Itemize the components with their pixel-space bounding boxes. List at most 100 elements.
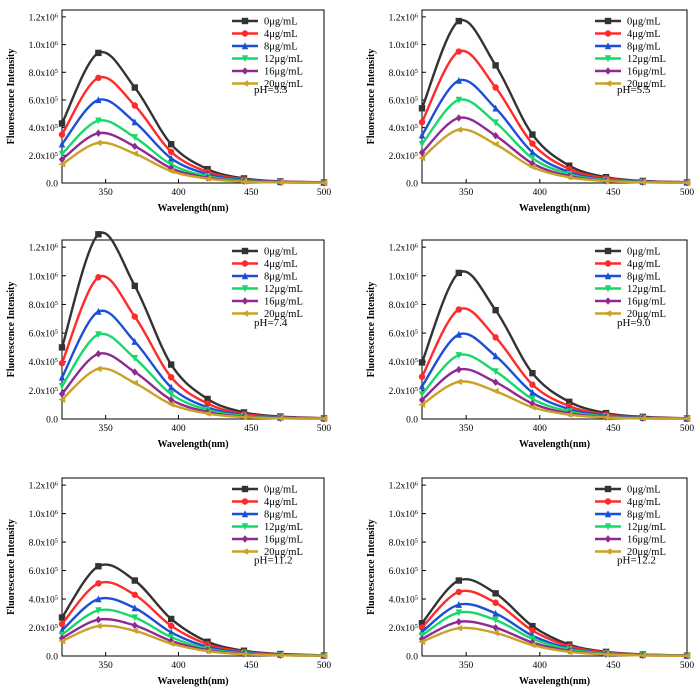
data-point	[131, 142, 138, 151]
legend-label: 4μg/mL	[627, 497, 661, 508]
data-point	[95, 307, 102, 315]
legend-marker	[241, 67, 249, 75]
data-point	[95, 231, 102, 238]
legend-label: 12μg/mL	[627, 284, 666, 295]
legend-marker	[604, 310, 612, 317]
x-tick-label: 400	[533, 424, 548, 434]
plot-frame	[421, 239, 688, 420]
data-point	[58, 155, 66, 164]
legend-label: 20μg/mL	[264, 79, 303, 90]
data-point	[95, 96, 102, 104]
y-tick-label: 2.0x105	[389, 385, 418, 397]
data-point	[58, 344, 66, 351]
data-point	[167, 167, 175, 175]
data-point	[58, 396, 66, 403]
data-point	[95, 74, 102, 82]
data-point	[131, 282, 138, 290]
data-point	[240, 414, 248, 421]
legend-marker	[241, 260, 249, 267]
data-point	[455, 577, 463, 584]
data-point	[455, 625, 463, 632]
legend-label: 4μg/mL	[264, 29, 298, 40]
chart-panel: 0.0 2.0x105 4.0x105 6.0x105 8.0x105 1.0x106 1.…	[366, 239, 695, 450]
x-tick-label: 400	[171, 661, 186, 671]
data-point	[131, 621, 138, 630]
y-tick-label: 1.0x106	[389, 271, 419, 283]
data-point	[58, 131, 66, 138]
legend-label: 0μg/mL	[627, 247, 661, 258]
x-tick-label: 400	[171, 424, 186, 434]
data-point	[167, 390, 175, 398]
data-point	[418, 396, 426, 404]
data-point	[167, 622, 175, 630]
data-point	[492, 62, 499, 69]
y-tick-label: 4.0x105	[29, 594, 58, 606]
legend-label: 8μg/mL	[627, 510, 661, 521]
legend-label: 12μg/mL	[264, 522, 303, 533]
y-tick-label: 4.0x105	[29, 357, 58, 369]
y-tick-label: 4.0x105	[389, 357, 418, 369]
series-line	[61, 119, 325, 184]
legend-marker	[604, 535, 612, 543]
data-point	[94, 139, 102, 147]
data-point	[455, 76, 463, 84]
data-point	[58, 120, 66, 127]
legend-marker	[604, 485, 612, 493]
data-point	[95, 129, 102, 137]
plot-frame	[61, 239, 325, 420]
data-point	[167, 396, 175, 404]
data-point	[418, 382, 426, 390]
data-point	[529, 388, 536, 396]
data-point	[528, 641, 536, 649]
legend-marker	[241, 485, 249, 493]
legend-box	[591, 242, 681, 321]
legend-label: 0μg/mL	[264, 17, 298, 28]
y-tick-label: 1.0x106	[389, 509, 419, 521]
data-point	[529, 369, 536, 377]
legend-marker	[241, 247, 249, 255]
series-line	[61, 367, 325, 420]
series-line	[61, 352, 325, 420]
data-point	[418, 154, 426, 162]
data-point	[492, 368, 499, 376]
x-axis-title: Wavelength(nm)	[157, 203, 228, 214]
y-tick-label: 1.2x106	[29, 480, 59, 492]
data-point	[167, 640, 175, 647]
y-tick-label: 0.0	[406, 180, 418, 190]
x-tick-label: 500	[680, 424, 695, 434]
legend-label: 0μg/mL	[264, 247, 298, 258]
data-point	[58, 140, 66, 148]
y-tick-label: 0.0	[406, 416, 418, 426]
data-point	[131, 591, 138, 598]
plot-frame	[421, 477, 688, 657]
y-tick-label: 8.0x105	[389, 537, 418, 549]
data-point	[683, 179, 691, 186]
y-tick-label: 1.0x106	[29, 509, 59, 521]
data-point	[131, 368, 138, 376]
ph-annotation: pH=11.2	[254, 554, 293, 566]
y-tick-label: 1.0x106	[29, 271, 59, 283]
data-point	[320, 652, 328, 659]
chart-panel: 0.0 2.0x105 4.0x105 6.0x105 8.0x105 1.0x106 1.…	[366, 9, 694, 214]
y-tick-label: 8.0x105	[389, 299, 418, 311]
x-tick-label: 350	[459, 188, 474, 198]
legend-marker	[241, 523, 249, 531]
data-point	[492, 131, 499, 140]
data-point	[455, 352, 463, 359]
x-tick-label: 500	[317, 424, 332, 434]
data-point	[58, 637, 66, 645]
series-line	[61, 624, 325, 657]
data-point	[95, 563, 102, 570]
data-point	[492, 616, 499, 624]
y-tick-label: 1.2x106	[389, 480, 419, 492]
legend-box	[228, 12, 318, 91]
y-tick-label: 8.0x105	[389, 67, 418, 79]
y-tick-label: 2.0x105	[29, 623, 58, 635]
data-point	[131, 102, 138, 109]
data-point	[492, 378, 499, 386]
data-point	[565, 411, 573, 418]
legend-marker	[241, 510, 249, 518]
data-point	[167, 154, 175, 162]
data-point	[455, 96, 463, 104]
legend-label: 8μg/mL	[264, 272, 298, 283]
